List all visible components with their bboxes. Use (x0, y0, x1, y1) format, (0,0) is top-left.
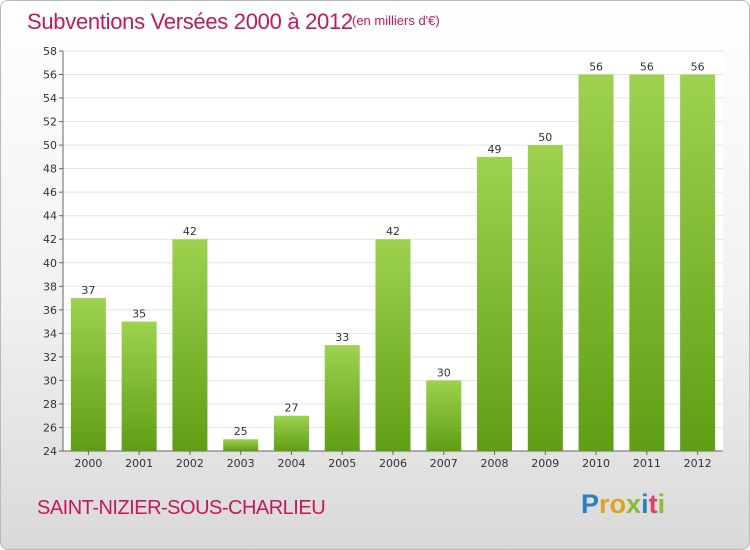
x-tick-label-2008: 2008 (481, 457, 509, 470)
data-label-2011: 56 (640, 61, 654, 74)
data-label-2010: 56 (589, 61, 603, 74)
chart-title: Subventions Versées 2000 à 2012 (27, 9, 353, 34)
commune-name: SAINT-NIZIER-SOUS-CHARLIEU (37, 497, 326, 519)
data-label-2000: 37 (81, 284, 95, 297)
bar-2007 (426, 380, 462, 451)
bar-2012 (680, 74, 716, 451)
y-tick-label: 44 (43, 210, 57, 223)
x-tick-label-2004: 2004 (277, 457, 305, 470)
x-tick-label-2012: 2012 (684, 457, 712, 470)
bar-2005 (324, 345, 360, 451)
data-label-2012: 56 (691, 61, 705, 74)
y-tick-label: 30 (43, 374, 57, 387)
bar-2011 (629, 74, 665, 451)
x-tick-label-2000: 2000 (74, 457, 102, 470)
x-tick-label-2010: 2010 (582, 457, 610, 470)
bar-2003 (223, 439, 259, 451)
y-tick-label: 28 (43, 398, 57, 411)
x-tick-label-2005: 2005 (328, 457, 356, 470)
x-tick-label-2001: 2001 (125, 457, 153, 470)
x-tick-label-2003: 2003 (227, 457, 255, 470)
y-tick-label: 48 (43, 163, 57, 176)
data-label-2003: 25 (234, 425, 248, 438)
y-tick-label: 56 (43, 69, 57, 82)
bar-2001 (121, 321, 157, 451)
chart-subtitle: (en milliers d'€) (352, 13, 440, 28)
y-tick-label: 46 (43, 186, 57, 199)
y-tick-label: 50 (43, 139, 57, 152)
y-tick-label: 40 (43, 257, 57, 270)
y-tick-label: 24 (43, 445, 57, 458)
proxiti-logo: Proxiti (581, 489, 666, 519)
y-tick-label: 58 (43, 45, 57, 58)
data-label-2007: 30 (437, 366, 451, 379)
y-tick-label: 26 (43, 421, 57, 434)
x-tick-label-2011: 2011 (633, 457, 661, 470)
y-tick-label: 34 (43, 327, 57, 340)
x-tick-label-2009: 2009 (531, 457, 559, 470)
data-label-2006: 42 (386, 225, 400, 238)
y-tick-label: 52 (43, 116, 57, 129)
bar-2000 (70, 298, 106, 451)
x-tick-label-2002: 2002 (176, 457, 204, 470)
bar-2008 (477, 156, 513, 451)
data-label-2001: 35 (132, 308, 146, 321)
y-tick-label: 42 (43, 233, 57, 246)
bar-2006 (375, 239, 411, 451)
y-tick-label: 38 (43, 280, 57, 293)
x-tick-label-2007: 2007 (430, 457, 458, 470)
y-tick-label: 54 (43, 92, 57, 105)
x-tick-label-2006: 2006 (379, 457, 407, 470)
data-label-2008: 49 (488, 143, 502, 156)
data-label-2004: 27 (284, 402, 298, 415)
data-label-2009: 50 (538, 131, 552, 144)
data-label-2005: 33 (335, 331, 349, 344)
y-tick-label: 36 (43, 304, 57, 317)
y-tick-label: 32 (43, 351, 57, 364)
bar-2010 (578, 74, 614, 451)
data-label-2002: 42 (183, 225, 197, 238)
bar-2002 (172, 239, 208, 451)
bar-2004 (273, 415, 309, 451)
bar-2009 (527, 145, 563, 451)
